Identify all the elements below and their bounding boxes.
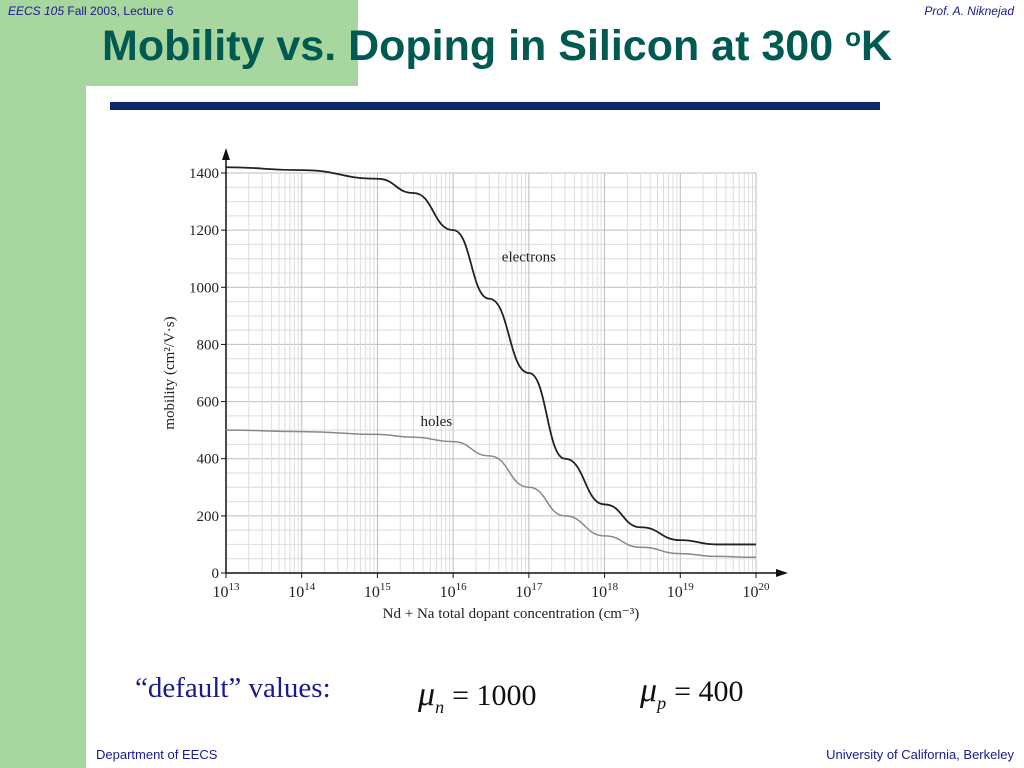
mu-p-value: = 400 [674, 675, 744, 708]
x-tick-label: 1017 [515, 581, 543, 601]
series-line-holes [225, 429, 757, 559]
footer-department: Department of EECS [96, 747, 218, 762]
y-tick-label: 0 [212, 566, 220, 582]
y-tick-label: 800 [197, 337, 220, 353]
series-line-electrons [225, 166, 756, 546]
hole-mobility-equation: μp = 400 [640, 672, 744, 714]
mu-n-subscript: n [435, 697, 445, 717]
x-tick-label: 1014 [288, 581, 316, 601]
y-axis-arrow [222, 148, 230, 160]
x-tick-label: 1015 [364, 581, 392, 601]
electron-mobility-equation: μn = 1000 [418, 676, 537, 718]
y-tick-label: 1400 [189, 166, 219, 182]
series-label-holes: holes [421, 414, 453, 430]
chart-grid [225, 172, 757, 574]
x-axis-arrow [776, 569, 788, 577]
slide-title: Mobility vs. Doping in Silicon at 300 oK [102, 22, 892, 71]
default-values-label: “default” values: [135, 672, 331, 704]
mu-n-symbol: μ [418, 676, 436, 713]
y-axis-ticks: 0 200 400 600 800 1000 1200 1400 [189, 166, 226, 582]
chart-axes [222, 148, 788, 577]
x-tick-label: 1016 [440, 581, 468, 601]
y-tick-label: 200 [197, 509, 220, 525]
mu-p-subscript: p [657, 693, 667, 713]
series-label-electrons: electrons [502, 250, 556, 266]
content-panel [86, 86, 1024, 768]
course-code: EECS 105 [8, 4, 65, 18]
x-tick-label: 1019 [667, 581, 695, 601]
course-header: EECS 105 Fall 2003, Lecture 6 [8, 4, 173, 18]
y-axis-label: mobility (cm²/V·s) [162, 316, 178, 429]
chart-series: electrons holes [225, 166, 757, 559]
x-axis-label: Nd + Na total dopant concentration (cm⁻³… [383, 606, 640, 622]
y-tick-label: 1000 [189, 280, 219, 296]
y-tick-label: 400 [197, 452, 220, 468]
y-tick-label: 1200 [189, 223, 219, 239]
x-axis-ticks: 1013 1014 1015 1016 1017 1018 1019 1020 [213, 573, 771, 601]
x-tick-label: 1020 [743, 581, 771, 601]
x-tick-label: 1013 [213, 581, 241, 601]
mu-p-symbol: μ [640, 672, 658, 709]
y-tick-label: 600 [197, 395, 220, 411]
title-main: Mobility vs. Doping in Silicon at 300 [102, 22, 846, 70]
green-side-band [0, 0, 86, 768]
title-degree: o [845, 22, 861, 52]
title-unit: K [860, 22, 893, 70]
mu-n-value: = 1000 [452, 679, 537, 712]
x-tick-label: 1018 [591, 581, 619, 601]
footer-university: University of California, Berkeley [826, 747, 1014, 762]
title-rule [110, 102, 880, 110]
course-term: Fall 2003, Lecture 6 [67, 4, 174, 18]
author-header: Prof. A. Niknejad [924, 4, 1014, 18]
